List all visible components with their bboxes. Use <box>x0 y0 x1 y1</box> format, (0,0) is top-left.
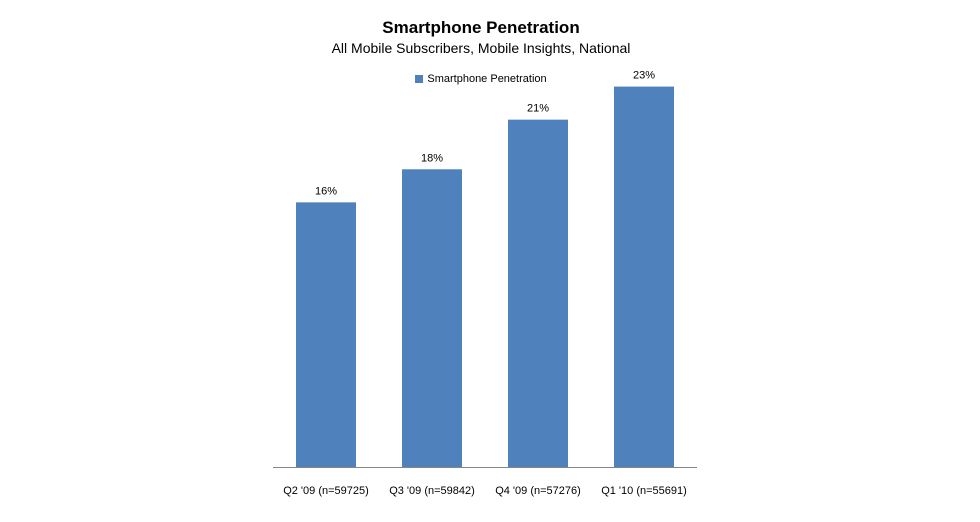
x-tick-label: Q3 '09 (n=59842) <box>389 485 475 497</box>
chart-subtitle: All Mobile Subscribers, Mobile Insights,… <box>331 40 631 56</box>
bar <box>508 119 568 467</box>
legend-swatch <box>415 75 424 83</box>
bar-value-label: 18% <box>421 152 443 164</box>
bar <box>296 202 356 468</box>
bar <box>402 169 462 467</box>
bar <box>614 86 674 467</box>
chart-title: Smartphone Penetration <box>382 18 580 37</box>
bar-value-label: 21% <box>527 103 549 115</box>
legend-label: Smartphone Penetration <box>427 73 547 85</box>
bar-value-label: 23% <box>633 70 655 82</box>
x-tick-label: Q1 '10 (n=55691) <box>601 485 687 497</box>
bars-group <box>296 86 674 468</box>
x-tick-label: Q2 '09 (n=59725) <box>283 485 369 497</box>
tick-labels-group: Q2 '09 (n=59725) Q3 '09 (n=59842) Q4 '09 (… <box>283 485 687 497</box>
legend: Smartphone Penetration <box>0 73 962 85</box>
bar-labels-group: 16% 18% 21% 23% <box>315 70 655 198</box>
x-tick-label: Q4 '09 (n=57276) <box>495 485 581 497</box>
bar-value-label: 16% <box>315 185 337 197</box>
